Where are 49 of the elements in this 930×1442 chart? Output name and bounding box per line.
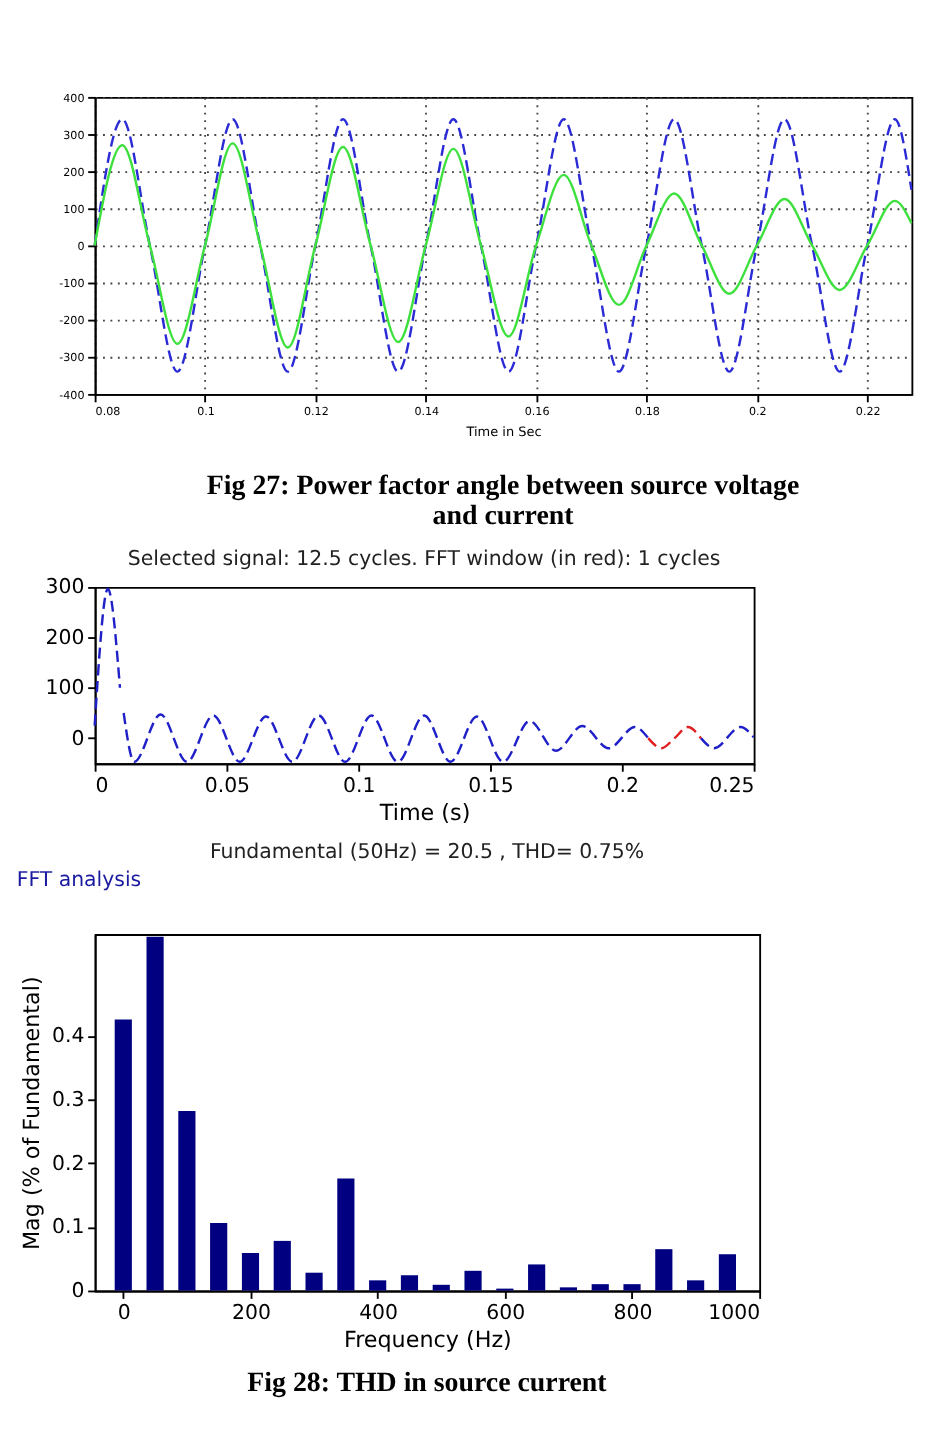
bar xyxy=(400,1275,419,1291)
chart-title: Fundamental (50Hz) = 20.5 , THD= 0.75% xyxy=(209,842,645,865)
x-tick-label: 0.05 xyxy=(204,776,251,799)
bar xyxy=(114,1019,132,1291)
bar xyxy=(369,1280,387,1291)
y-tick-label: 0 xyxy=(71,1281,85,1304)
caption: Fig 27: Power factor angle between source voltage and current xyxy=(206,472,800,532)
x-tick-label: 0.15 xyxy=(468,776,514,799)
chart-title: Selected signal: 12.5 cycles. FFT window (in red): 1 cycles xyxy=(127,548,721,571)
y-tick-label: 200 xyxy=(45,627,85,650)
bar xyxy=(655,1249,673,1291)
y-tick-label: 0.4 xyxy=(52,1026,85,1049)
x-tick-label: 0 xyxy=(117,1303,131,1326)
bar xyxy=(210,1223,228,1291)
y-tick-label: 300 xyxy=(45,577,85,600)
x-tick-label: 600 xyxy=(486,1303,526,1326)
y-tick-label: 0 xyxy=(71,728,85,751)
x-axis-title: Frequency (Hz) xyxy=(343,1327,512,1354)
line-series xyxy=(93,118,913,373)
y-tick-label: 0.3 xyxy=(52,1090,85,1113)
bar xyxy=(241,1252,260,1291)
x-tick-label: 0 xyxy=(95,776,109,799)
bar xyxy=(432,1284,450,1291)
x-axis-title: Time (s) xyxy=(377,799,471,826)
x-tick-label: 400 xyxy=(359,1303,399,1326)
bar xyxy=(623,1284,641,1291)
x-tick-label: 1000 xyxy=(708,1303,761,1326)
caption: Fig 28: THD in source current xyxy=(247,1368,608,1399)
y-tick-label: 100 xyxy=(45,678,85,701)
bar xyxy=(337,1178,355,1291)
x-tick-label: 0.2 xyxy=(606,776,639,799)
x-tick-label: 200 xyxy=(231,1303,271,1326)
bar xyxy=(146,936,164,1291)
x-tick-label: 800 xyxy=(613,1303,653,1326)
bar xyxy=(591,1284,609,1291)
bar xyxy=(718,1254,737,1291)
bar xyxy=(305,1272,323,1291)
text: FFT analysis xyxy=(16,869,142,892)
bar xyxy=(178,1111,196,1291)
line-series xyxy=(93,142,913,349)
bar xyxy=(687,1280,705,1291)
y-tick-label: 0.2 xyxy=(52,1153,85,1176)
x-tick-label: 0.25 xyxy=(709,776,755,799)
x-tick-label: 0.1 xyxy=(342,776,376,799)
y-tick-label: 0.1 xyxy=(52,1217,85,1240)
bar xyxy=(528,1264,546,1291)
y-axis-title: Mag (% of Fundamental) xyxy=(18,976,45,1251)
bar xyxy=(464,1270,482,1291)
bar xyxy=(273,1240,291,1291)
